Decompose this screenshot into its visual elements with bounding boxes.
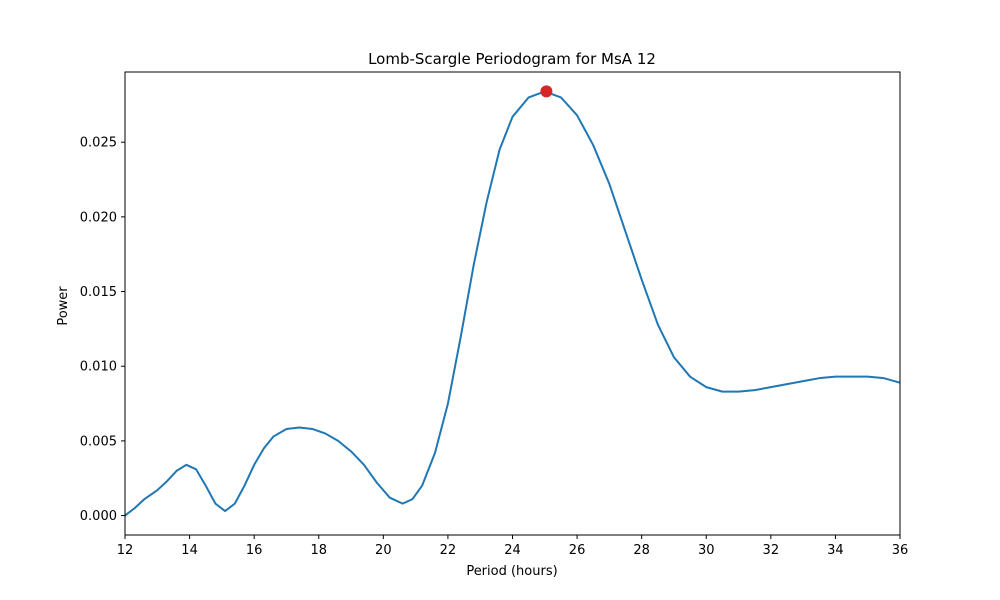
y-tick-label: 0.025 bbox=[80, 136, 117, 151]
x-tick-label: 18 bbox=[310, 543, 327, 558]
y-axis: 0.000 0.005 0.010 0.015 0.020 0.025 bbox=[80, 136, 125, 524]
series-line-0 bbox=[124, 90, 901, 517]
plot-area bbox=[124, 71, 901, 536]
y-tick-label: 0.020 bbox=[80, 210, 117, 225]
x-tick-label: 20 bbox=[375, 543, 392, 558]
x-tick-label: 24 bbox=[504, 543, 521, 558]
x-tick-label: 30 bbox=[698, 543, 715, 558]
x-tick-label: 14 bbox=[181, 543, 198, 558]
chart-title: Lomb-Scargle Periodogram for MsA 12 bbox=[368, 50, 656, 68]
x-axis: 12 14 16 18 20 22 24 26 28 30 32 34 36 bbox=[117, 535, 909, 558]
y-tick-label: 0.000 bbox=[80, 509, 117, 524]
x-tick-label: 34 bbox=[827, 543, 844, 558]
x-tick-label: 22 bbox=[440, 543, 457, 558]
x-axis-label: Period (hours) bbox=[466, 564, 557, 579]
y-axis-label: Power bbox=[56, 286, 71, 326]
peak-marker bbox=[540, 85, 553, 98]
plot-frame bbox=[124, 71, 901, 536]
y-tick-label: 0.010 bbox=[80, 360, 117, 375]
x-tick-label: 16 bbox=[246, 543, 263, 558]
x-tick-label: 26 bbox=[569, 543, 586, 558]
x-tick-label: 12 bbox=[117, 543, 134, 558]
y-tick-label: 0.005 bbox=[80, 434, 117, 449]
x-tick-label: 32 bbox=[763, 543, 780, 558]
x-tick-label: 36 bbox=[892, 543, 909, 558]
x-tick-label: 28 bbox=[633, 543, 650, 558]
y-tick-label: 0.015 bbox=[80, 285, 117, 300]
